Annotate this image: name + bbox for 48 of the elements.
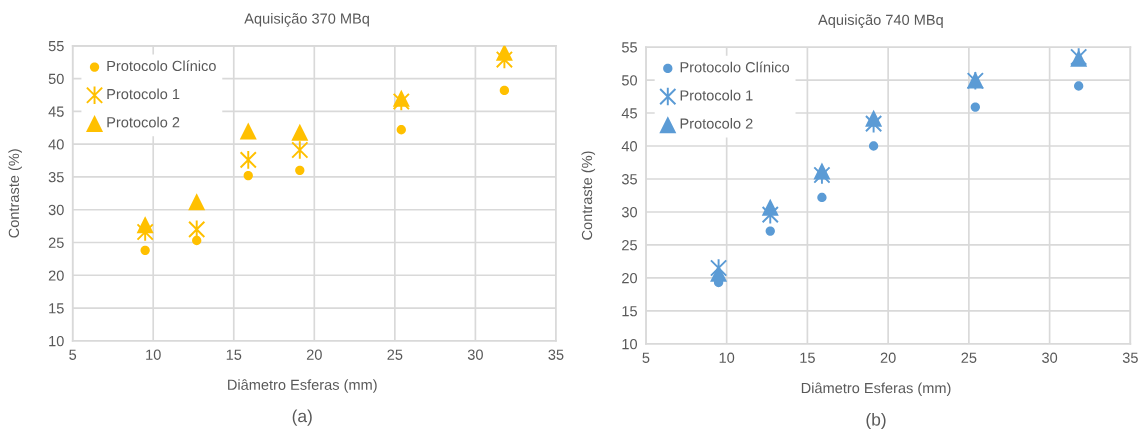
x-axis-title: Diâmetro Esferas (mm) bbox=[228, 379, 377, 393]
x-tick-label: 35 bbox=[548, 349, 564, 360]
legend-label: Protocolo 1 bbox=[107, 88, 180, 100]
legend-label: Protocolo 1 bbox=[680, 89, 753, 101]
text: (a) bbox=[292, 409, 312, 426]
x-tick-label: 35 bbox=[1122, 352, 1138, 363]
x-tick-label: 10 bbox=[719, 352, 735, 363]
x-tick-label: 25 bbox=[387, 349, 403, 360]
x-tick-label: 5 bbox=[642, 352, 650, 363]
y-tick-label: 40 bbox=[48, 139, 64, 150]
y-axis-title: Contraste (%) bbox=[581, 151, 596, 240]
x-tick-label: 15 bbox=[226, 349, 242, 360]
text: (b) bbox=[866, 412, 886, 430]
y-tick-label: 35 bbox=[621, 174, 637, 185]
y-axis-title: Contraste (%) bbox=[8, 149, 22, 238]
y-tick-label: 25 bbox=[48, 237, 64, 248]
y-tick-label: 10 bbox=[622, 338, 638, 350]
x-tick-label: 20 bbox=[306, 349, 322, 360]
y-tick-label: 10 bbox=[49, 335, 64, 347]
legend-label: Protocolo 2 bbox=[680, 118, 753, 129]
y-tick-label: 50 bbox=[621, 75, 638, 86]
y-tick-label: 20 bbox=[622, 273, 638, 284]
y-tick-label: 55 bbox=[48, 41, 64, 52]
y-tick-label: 35 bbox=[48, 172, 64, 183]
y-tick-label: 45 bbox=[621, 108, 637, 119]
y-tick-label: 30 bbox=[621, 207, 638, 218]
chart-title: Aquisição 740 MBq bbox=[818, 14, 943, 28]
legend-label: Protocolo Clínico bbox=[107, 60, 216, 72]
chart-title: Aquisição 370 MBq bbox=[244, 13, 369, 27]
y-tick-label: 40 bbox=[621, 141, 638, 152]
x-tick-label: 20 bbox=[880, 352, 896, 363]
x-tick-label: 5 bbox=[69, 349, 77, 360]
x-tick-label: 15 bbox=[800, 352, 815, 363]
x-axis-title: Diâmetro Esferas (mm) bbox=[801, 382, 951, 397]
y-tick-label: 25 bbox=[622, 240, 637, 251]
y-tick-label: 50 bbox=[48, 73, 64, 84]
y-tick-label: 15 bbox=[49, 303, 64, 314]
y-tick-label: 30 bbox=[48, 204, 64, 216]
x-tick-label: 30 bbox=[467, 349, 483, 360]
y-tick-label: 20 bbox=[48, 270, 64, 281]
legend-label: Protocolo Clínico bbox=[680, 61, 790, 73]
x-tick-label: 30 bbox=[1042, 352, 1058, 363]
x-tick-label: 10 bbox=[146, 349, 161, 360]
x-tick-label: 25 bbox=[961, 352, 977, 363]
y-tick-label: 55 bbox=[621, 42, 637, 53]
legend-label: Protocolo 2 bbox=[107, 116, 180, 128]
y-tick-label: 15 bbox=[622, 306, 637, 317]
y-tick-label: 45 bbox=[48, 106, 64, 117]
